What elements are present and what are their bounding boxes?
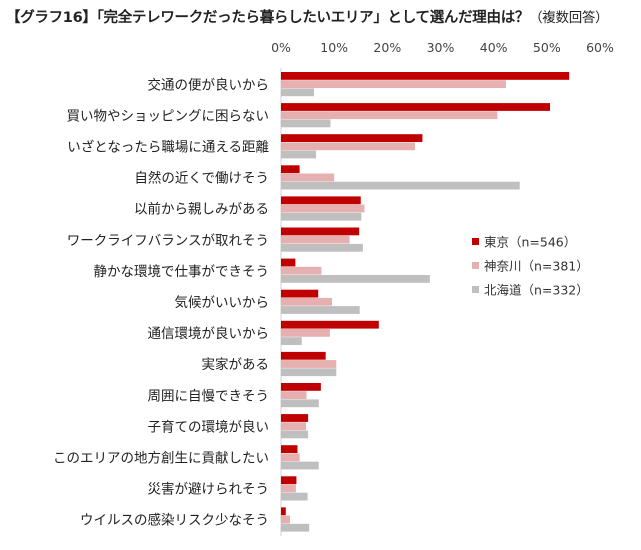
category-label: 静かな環境で仕事ができそう <box>94 264 270 280</box>
bar <box>281 453 300 462</box>
category-label: 交通の便が良いから <box>148 76 270 93</box>
bar <box>281 391 307 399</box>
x-tick-label: 10% <box>320 40 348 55</box>
bar <box>281 360 337 368</box>
legend-swatch <box>472 286 479 293</box>
legend-label: 神奈川（n=381） <box>484 259 589 274</box>
bar <box>281 88 314 97</box>
bar <box>281 258 296 267</box>
bar <box>281 523 310 532</box>
bar <box>281 289 319 298</box>
legend-label: 東京（n=546） <box>484 235 576 250</box>
bar <box>281 266 322 275</box>
chart-title-main: 【グラフ16】「完全テレワークだったら暮らしたいエリア」として選んだ理由は？ <box>6 10 530 26</box>
bar <box>281 150 317 159</box>
bar <box>281 461 319 470</box>
bar <box>281 119 331 128</box>
category-label: 実家がある <box>202 356 270 373</box>
bar <box>281 111 498 120</box>
category-label: いざとなったら職場に通える距離 <box>67 139 269 156</box>
category-label: このエリアの地方創生に貢献したい <box>53 451 269 467</box>
x-tick-label: 50% <box>533 40 561 55</box>
bar <box>281 275 430 283</box>
bar <box>281 134 423 142</box>
x-tick-label: 40% <box>480 40 508 55</box>
x-tick-label: 30% <box>427 40 455 55</box>
bar <box>281 484 296 493</box>
x-tick-label: 20% <box>373 40 401 55</box>
bar <box>281 368 337 377</box>
category-label: ワークライフバランスが取れそう <box>67 233 269 249</box>
category-label: 周囲に自慢できそう <box>148 387 270 404</box>
bar <box>281 383 321 391</box>
bar <box>281 227 360 236</box>
bar <box>281 515 291 524</box>
bar <box>281 297 333 306</box>
bar <box>281 306 360 314</box>
legend-swatch <box>472 262 479 269</box>
bar <box>281 196 361 205</box>
x-tick-label: 60% <box>586 40 614 55</box>
bar <box>281 103 551 111</box>
bar <box>281 235 350 244</box>
x-tick-label: 0% <box>271 40 291 55</box>
bar <box>281 507 286 516</box>
bar <box>281 422 306 431</box>
bar <box>281 492 308 501</box>
chart-title: 【グラフ16】「完全テレワークだったら暮らしたいエリア」として選んだ理由は？（複… <box>6 6 609 27</box>
bar <box>281 351 326 360</box>
bar <box>281 204 365 213</box>
bar <box>281 173 335 182</box>
bar <box>281 430 309 439</box>
bar <box>281 329 330 337</box>
bar <box>281 80 506 88</box>
bar <box>281 445 298 453</box>
category-label: 災害が避けられそう <box>148 482 270 498</box>
category-label: 気候がいいから <box>175 295 270 311</box>
legend-swatch <box>472 238 479 245</box>
category-label: 子育ての環境が良い <box>148 419 270 435</box>
bar <box>281 72 570 80</box>
category-label: 自然の近くで働けそう <box>134 170 269 187</box>
legend-label: 北海道（n=332） <box>484 283 589 298</box>
bar <box>281 243 363 252</box>
bar <box>281 476 297 485</box>
category-label: 以前から親しみがある <box>134 201 269 218</box>
bar <box>281 414 309 422</box>
chart-title-sub: （複数回答） <box>529 10 609 26</box>
bar <box>281 320 379 329</box>
bar <box>281 399 319 408</box>
category-label: ウイルスの感染リスク少なそう <box>80 512 269 529</box>
bar <box>281 181 520 190</box>
category-label: 買い物やショッピングに困らない <box>67 108 270 124</box>
category-label: 通信環境が良いから <box>148 326 270 342</box>
bar <box>281 165 300 174</box>
bar <box>281 212 362 221</box>
bar <box>281 142 415 151</box>
bar <box>281 337 302 345</box>
